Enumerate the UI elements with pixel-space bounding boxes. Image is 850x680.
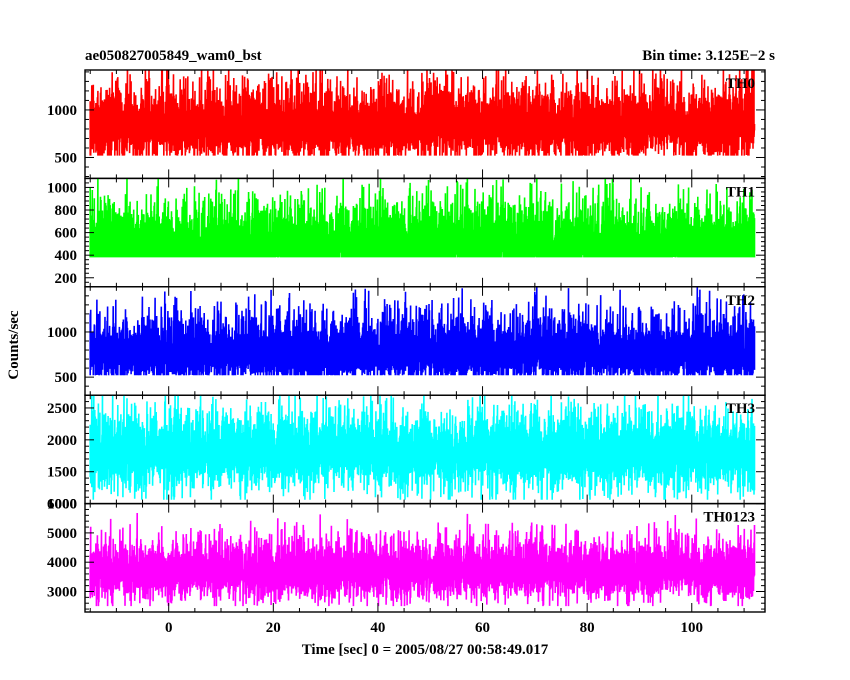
panel-label: TH0 — [726, 76, 755, 92]
panel-label: TH0123 — [703, 510, 755, 526]
x-tick-label: 60 — [475, 620, 490, 636]
y-tick-label: 2000 — [47, 433, 77, 449]
panel-frame — [84, 502, 766, 613]
panel-th2: 500 1000 TH2 — [47, 286, 766, 396]
y-tick-label: 3000 — [47, 584, 77, 600]
panel-th0123: 3000 4000 5000 6000 TH0123 — [47, 497, 766, 613]
y-tick-label: 500 — [55, 370, 78, 386]
y-tick-label: 500 — [55, 150, 78, 166]
panel-label: TH2 — [726, 293, 755, 309]
x-axis-label: Time [sec] 0 = 2005/08/27 00:58:49.017 — [302, 642, 549, 658]
panel-th3: 1000 1500 2000 2500 TH3 — [47, 394, 766, 513]
x-tick-label: 20 — [266, 620, 281, 636]
series-th0123 — [89, 512, 756, 607]
y-axis-label: Counts/sec — [6, 310, 22, 380]
y-tick-label: 1500 — [47, 465, 77, 481]
y-tick-label: 5000 — [47, 526, 77, 542]
panels: 500 1000 TH0 200 400 600 800 1000 TH1 500 1000 TH2 1… — [47, 69, 766, 613]
series-th2 — [89, 286, 756, 376]
y-tick-label: 6000 — [47, 497, 77, 513]
panel-label: TH1 — [726, 184, 755, 200]
chart-title-right: Bin time: 3.125E−2 s — [642, 48, 775, 64]
y-tick-label: 1000 — [47, 325, 77, 341]
y-tick-label: 600 — [55, 226, 78, 242]
x-tick-label: 100 — [681, 620, 704, 636]
y-tick-label: 2500 — [47, 401, 77, 417]
x-tick-label: 0 — [165, 620, 173, 636]
series-th3 — [89, 395, 756, 500]
y-tick-label: 1000 — [47, 180, 77, 196]
x-tick-label: 40 — [370, 620, 385, 636]
y-tick-label: 800 — [55, 203, 78, 219]
chart-title-left: ae050827005849_wam0_bst — [85, 48, 262, 64]
panel-th0: 500 1000 TH0 — [47, 69, 766, 180]
panel-th1: 200 400 600 800 1000 TH1 — [47, 177, 766, 288]
x-axis: 0 20 40 60 80 100 — [165, 620, 703, 636]
y-tick-label: 4000 — [47, 555, 77, 571]
y-tick-label: 1000 — [47, 103, 77, 119]
y-tick-label: 400 — [55, 248, 78, 264]
panel-label: TH3 — [726, 401, 755, 417]
y-tick-label: 1000 — [47, 497, 77, 513]
series-th0 — [89, 70, 756, 156]
y-tick-label: 200 — [55, 271, 78, 287]
x-tick-label: 80 — [580, 620, 595, 636]
series-th1 — [89, 178, 756, 258]
